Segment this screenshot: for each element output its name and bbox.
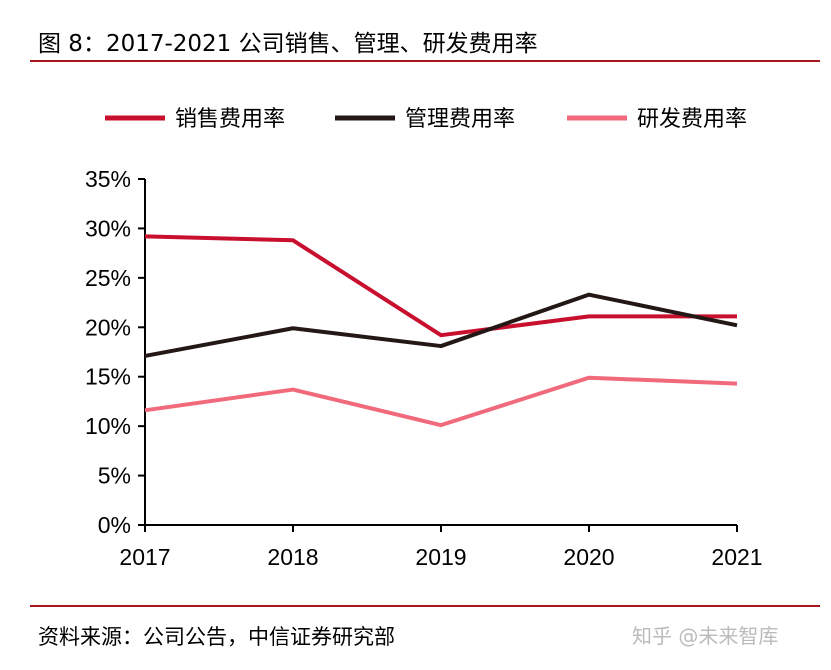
legend-label: 销售费用率 bbox=[175, 107, 285, 132]
figure-title: 图 8：2017-2021 公司销售、管理、研发费用率 bbox=[38, 31, 538, 57]
line-chart: 0% 5% 10% 15% 20% 25% 30% 35% 2017 2018 2019 2020 20… bbox=[85, 107, 763, 570]
y-tick-label: 0% bbox=[98, 512, 131, 538]
y-tick-label: 25% bbox=[85, 265, 131, 291]
source-note: 资料来源：公司公告，中信证券研究部 bbox=[38, 625, 395, 649]
y-tick-label: 15% bbox=[85, 364, 131, 390]
x-tick-label: 2017 bbox=[119, 544, 170, 570]
x-tick-label: 2020 bbox=[563, 544, 614, 570]
x-tick-label: 2018 bbox=[267, 544, 318, 570]
y-tick-label: 35% bbox=[85, 166, 131, 192]
y-tick-label: 20% bbox=[85, 314, 131, 340]
bottom-divider bbox=[30, 605, 820, 607]
watermark: 知乎 @未来智库 bbox=[632, 624, 779, 648]
series-line-2 bbox=[144, 292, 738, 358]
series-line-1 bbox=[144, 234, 737, 338]
series-line-3 bbox=[144, 375, 738, 428]
y-tick-label: 10% bbox=[85, 413, 131, 439]
x-tick-label: 2019 bbox=[415, 544, 466, 570]
legend-label: 管理费用率 bbox=[405, 107, 515, 132]
top-divider bbox=[30, 60, 820, 62]
x-tick-label: 2021 bbox=[711, 544, 762, 570]
y-tick-label: 5% bbox=[98, 463, 131, 489]
legend-label: 研发费用率 bbox=[637, 107, 747, 132]
y-tick-label: 30% bbox=[85, 215, 131, 241]
